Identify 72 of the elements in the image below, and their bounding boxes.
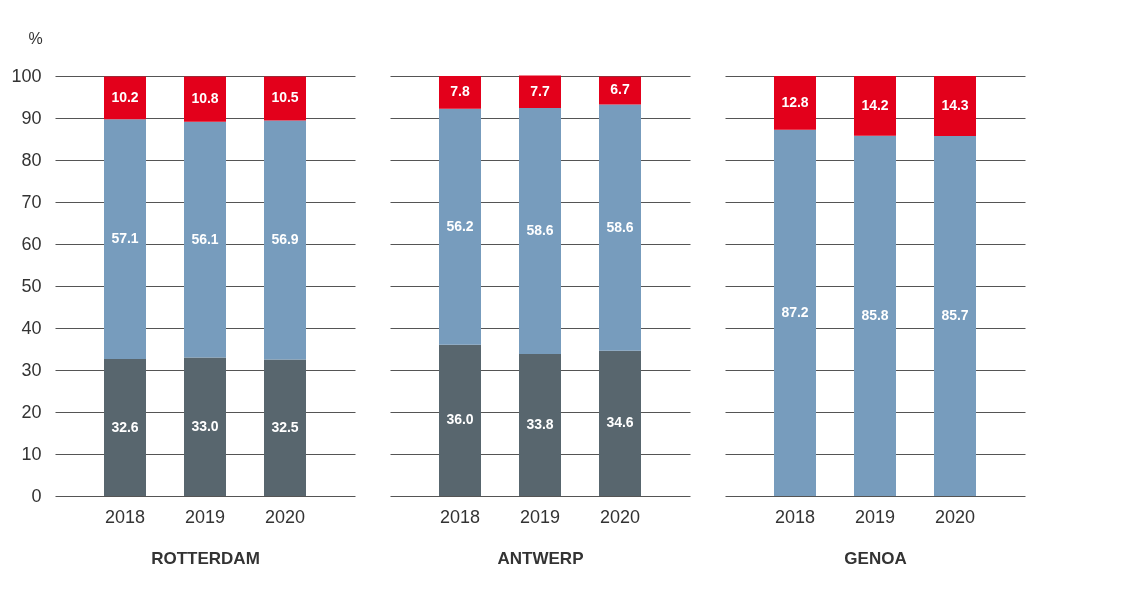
data-label: 14.3 [941, 97, 969, 114]
y-tick-label: 20 [21, 401, 42, 422]
x-tick-label: 2020 [264, 506, 306, 527]
bar [934, 136, 976, 496]
y-tick-label: 30 [21, 359, 42, 380]
y-tick-label: 40 [21, 317, 42, 338]
bar [439, 344, 481, 496]
data-label: 10.5 [271, 89, 299, 106]
bar [599, 350, 641, 496]
data-label: 33.0 [191, 417, 219, 434]
bar [854, 135, 896, 496]
data-label: 36.0 [446, 411, 474, 428]
data-label: 87.2 [781, 303, 809, 320]
data-label: 34.6 [606, 414, 634, 431]
bar [264, 359, 306, 496]
data-label: 14.2 [861, 96, 889, 113]
bar [519, 354, 561, 496]
bar [599, 104, 641, 351]
bar [774, 129, 816, 496]
data-label: 10.8 [191, 90, 219, 107]
bar [104, 76, 146, 120]
x-tick-label: 2018 [439, 506, 481, 527]
x-tick-label: 2020 [934, 506, 976, 527]
data-label: 12.8 [781, 93, 809, 110]
y-tick-label: 60 [21, 233, 42, 254]
bar [104, 119, 146, 360]
bar [264, 76, 306, 121]
bar [519, 107, 561, 355]
data-label: 32.5 [271, 418, 299, 435]
data-label: 57.1 [111, 230, 139, 247]
bar [184, 76, 226, 122]
bar [104, 359, 146, 496]
y-tick-label: 100 [11, 65, 42, 86]
bar [774, 76, 816, 130]
x-axis-title: ROTTERDAM [151, 548, 260, 568]
y-tick-label: 70 [21, 191, 42, 212]
bar [439, 108, 481, 345]
data-label: 7.7 [530, 82, 550, 99]
data-label: 56.1 [191, 230, 219, 247]
data-label: 33.8 [526, 416, 554, 433]
bar [934, 76, 976, 137]
y-tick-label: 0 [31, 485, 42, 506]
data-label: 56.9 [271, 231, 299, 248]
y-tick-label: 10 [21, 443, 42, 464]
data-label: 58.6 [606, 218, 634, 235]
y-tick-label: 90 [21, 107, 42, 128]
data-label: 56.2 [446, 217, 474, 234]
x-tick-label: 2019 [519, 506, 561, 527]
data-label: 6.7 [610, 81, 630, 98]
y-axis-title: % [28, 29, 43, 47]
data-label: 58.6 [526, 221, 554, 238]
bar [599, 76, 641, 105]
bar [854, 76, 896, 136]
x-tick-label: 2018 [774, 506, 816, 527]
x-tick-label: 2019 [854, 506, 896, 527]
bar [439, 76, 481, 109]
x-axis-title: GENOA [844, 548, 907, 568]
data-label: 85.7 [941, 307, 969, 324]
bar [264, 120, 306, 360]
y-tick-label: 50 [21, 275, 42, 296]
data-label: 32.6 [111, 418, 139, 435]
x-axis-title: ANTWERP [497, 548, 584, 568]
x-tick-label: 2019 [184, 506, 226, 527]
x-tick-label: 2020 [599, 506, 641, 527]
y-tick-label: 80 [21, 149, 42, 170]
bar [519, 75, 561, 108]
bar [184, 357, 226, 496]
data-label: 10.2 [111, 88, 139, 105]
bar [184, 121, 226, 358]
x-tick-label: 2018 [104, 506, 146, 527]
data-label: 7.8 [450, 83, 470, 100]
data-label: 85.8 [861, 306, 889, 323]
